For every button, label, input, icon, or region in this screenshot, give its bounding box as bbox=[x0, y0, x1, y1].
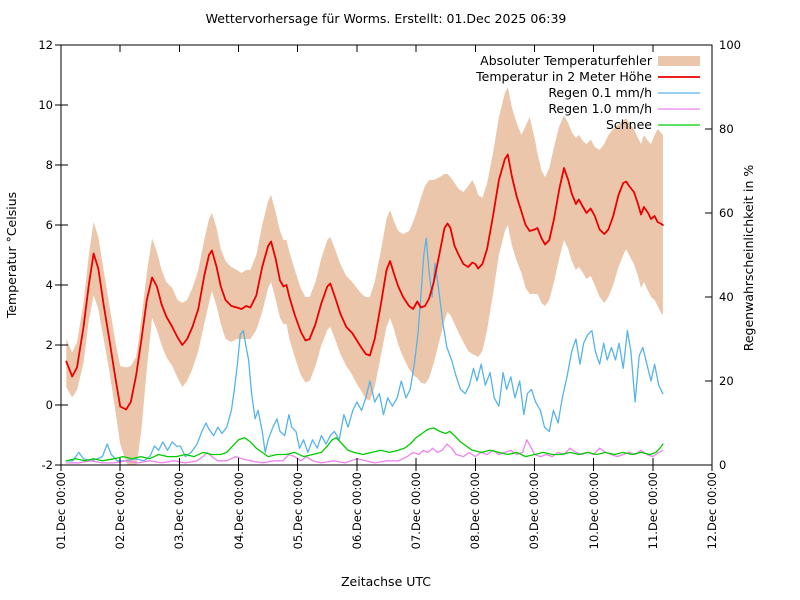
legend-label-temperature: Temperatur in 2 Meter Höhe bbox=[475, 69, 652, 84]
tick-layer bbox=[55, 44, 713, 471]
y-left-tick: 6 bbox=[46, 218, 53, 232]
legend-label-rain10: Regen 1.0 mm/h bbox=[548, 101, 652, 116]
y-right-tick: 20 bbox=[719, 374, 734, 388]
x-tick: 02.Dec 00:00 bbox=[113, 472, 127, 549]
legend-label-snow: Schnee bbox=[606, 117, 652, 132]
axis-ticks bbox=[55, 44, 713, 471]
rain01-line bbox=[65, 237, 664, 462]
y-right-tick: 40 bbox=[719, 290, 734, 304]
y-right-axis-label: Regenwahrscheinlichkeit in % bbox=[741, 165, 756, 352]
x-tick: 12.Dec 00:00 bbox=[705, 472, 719, 549]
x-tick: 10.Dec 00:00 bbox=[587, 472, 601, 549]
y-left-tick: 4 bbox=[46, 278, 53, 292]
y-right-tick: 60 bbox=[719, 206, 734, 220]
x-tick: 11.Dec 00:00 bbox=[646, 472, 660, 549]
y-left-tick: 10 bbox=[38, 98, 53, 112]
y-right-tick-labels: 0 20 40 60 80 100 bbox=[719, 38, 741, 472]
y-left-tick-labels: -2 0 2 4 6 8 10 12 bbox=[38, 38, 53, 472]
error-band-area bbox=[66, 87, 663, 465]
plot-border bbox=[60, 44, 713, 466]
chart-title: Wettervorhersage für Worms. Erstellt: 01… bbox=[206, 11, 567, 26]
legend: Absoluter Temperaturfehler Temperatur in… bbox=[475, 53, 700, 132]
x-tick: 04.Dec 00:00 bbox=[232, 472, 246, 549]
y-right-tick: 80 bbox=[719, 122, 734, 136]
x-tick: 05.Dec 00:00 bbox=[291, 472, 305, 549]
y-left-tick: -2 bbox=[42, 458, 53, 472]
legend-swatch-error-band bbox=[658, 56, 700, 66]
x-axis-label: Zeitachse UTC bbox=[341, 574, 431, 589]
y-left-tick: 2 bbox=[46, 338, 53, 352]
rain10-line bbox=[65, 439, 664, 464]
y-left-tick: 0 bbox=[46, 398, 53, 412]
x-tick: 03.Dec 00:00 bbox=[172, 472, 186, 549]
x-tick: 08.Dec 00:00 bbox=[468, 472, 482, 549]
y-left-axis-label: Temperatur °Celsius bbox=[4, 192, 19, 319]
temperature-line bbox=[65, 153, 664, 411]
y-right-tick: 0 bbox=[719, 458, 726, 472]
x-tick-labels: 01.Dec 00:00 02.Dec 00:00 03.Dec 00:00 0… bbox=[54, 472, 719, 549]
legend-label-error-band: Absoluter Temperaturfehler bbox=[480, 53, 653, 68]
y-right-tick: 100 bbox=[719, 38, 741, 52]
x-tick: 01.Dec 00:00 bbox=[54, 472, 68, 549]
legend-label-rain01: Regen 0.1 mm/h bbox=[548, 85, 652, 100]
x-tick: 09.Dec 00:00 bbox=[527, 472, 541, 549]
y-left-tick: 12 bbox=[38, 38, 53, 52]
x-tick: 06.Dec 00:00 bbox=[350, 472, 364, 549]
x-tick: 07.Dec 00:00 bbox=[409, 472, 423, 549]
series-layer bbox=[65, 87, 664, 465]
snow-line bbox=[65, 427, 664, 462]
y-left-tick: 8 bbox=[46, 158, 53, 172]
